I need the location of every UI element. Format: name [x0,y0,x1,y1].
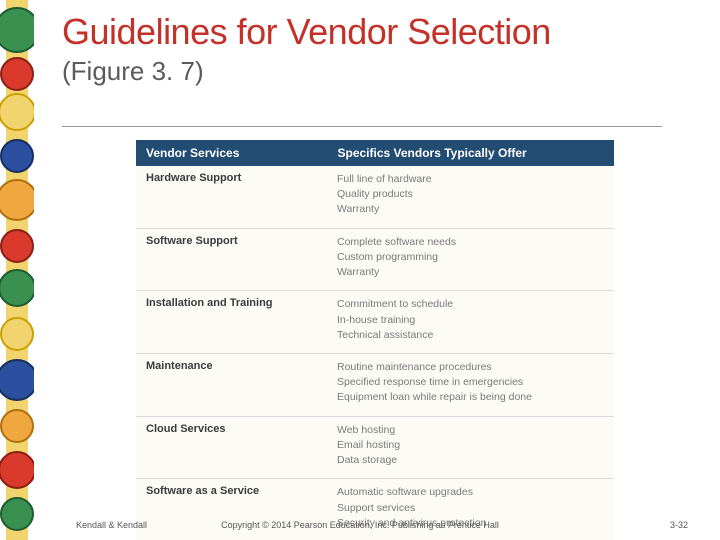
deco-circle [0,8,34,52]
deco-circle [1,318,33,350]
table-row: Software as a ServiceAutomatic software … [136,479,614,540]
cell-service: Software Support [136,228,327,291]
deco-circle [1,230,33,262]
col-header-specifics: Specifics Vendors Typically Offer [327,140,614,166]
cell-specifics: Complete software needsCustom programmin… [327,228,614,291]
cell-service: Installation and Training [136,291,327,354]
table-row: MaintenanceRoutine maintenance procedure… [136,353,614,416]
slide-subtitle: (Figure 3. 7) [62,56,700,87]
deco-circle [0,360,34,400]
table-row: Hardware SupportFull line of hardwareQua… [136,166,614,228]
title-divider [62,126,662,127]
decorative-strip [0,0,34,540]
cell-specifics: Routine maintenance proceduresSpecified … [327,353,614,416]
deco-circle [0,94,34,130]
col-header-services: Vendor Services [136,140,327,166]
vendor-table: Vendor Services Specifics Vendors Typica… [136,140,614,540]
table-header-row: Vendor Services Specifics Vendors Typica… [136,140,614,166]
slide-title: Guidelines for Vendor Selection [62,12,700,52]
cell-service: Maintenance [136,353,327,416]
deco-circle [1,58,33,90]
deco-circle [1,140,33,172]
deco-circle [0,180,34,220]
table-row: Installation and TrainingCommitment to s… [136,291,614,354]
deco-circle [0,452,34,488]
cell-specifics: Full line of hardwareQuality productsWar… [327,166,614,228]
deco-circle [0,270,34,306]
table-row: Cloud ServicesWeb hostingEmail hostingDa… [136,416,614,479]
cell-service: Software as a Service [136,479,327,540]
deco-circle [1,410,33,442]
slide: Guidelines for Vendor Selection (Figure … [0,0,720,540]
title-block: Guidelines for Vendor Selection (Figure … [62,12,700,87]
cell-specifics: Automatic software upgradesSupport servi… [327,479,614,540]
table-row: Software SupportComplete software needsC… [136,228,614,291]
footer-page-number: 3-32 [670,520,688,530]
cell-service: Hardware Support [136,166,327,228]
cell-specifics: Web hostingEmail hostingData storage [327,416,614,479]
vendor-table-wrap: Vendor Services Specifics Vendors Typica… [136,140,614,540]
cell-service: Cloud Services [136,416,327,479]
cell-specifics: Commitment to scheduleIn-house trainingT… [327,291,614,354]
footer-copyright: Copyright © 2014 Pearson Education, Inc.… [0,520,720,530]
